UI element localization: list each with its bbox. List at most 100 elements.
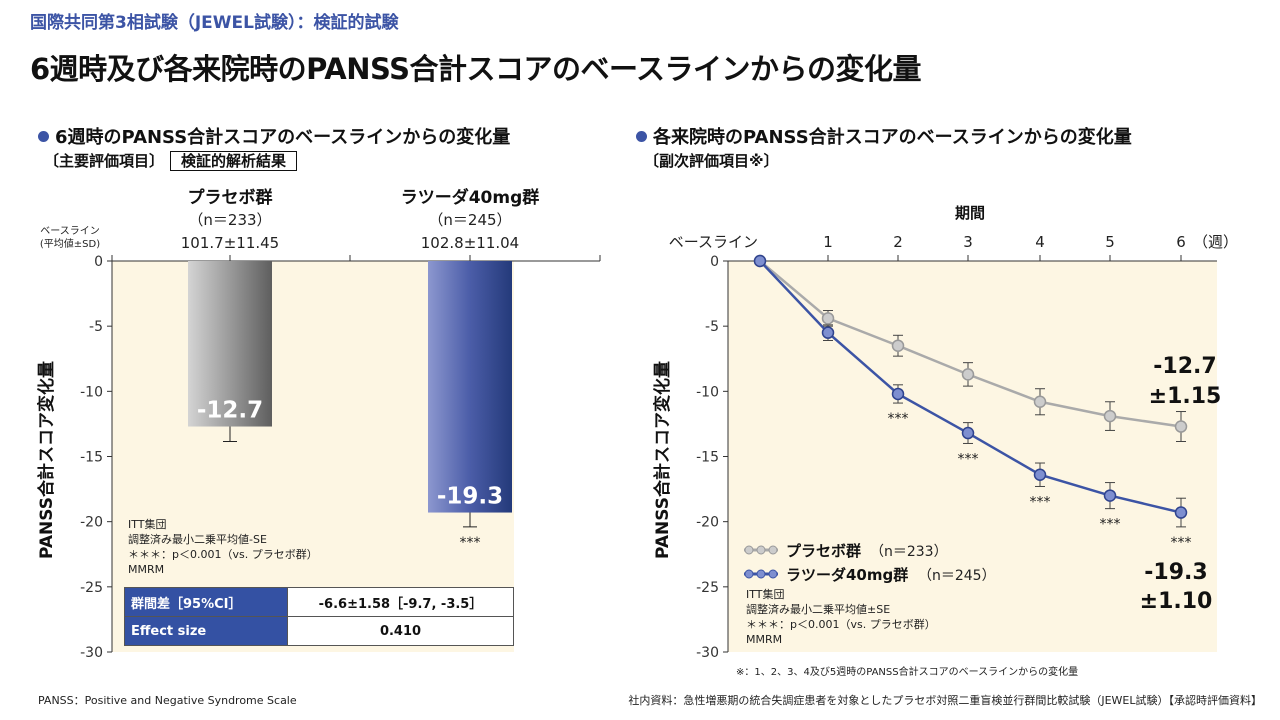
left-section-title-text: 6週時のPANSS合計スコアのベースラインからの変化量 — [55, 127, 511, 148]
note-line: 調整済み最小二乗平均値±SE — [746, 603, 891, 616]
series-line-0 — [759, 260, 1182, 428]
legend-latuda-marker — [768, 569, 778, 579]
right-section-title: 各来院時のPANSS合計スコアのベースラインからの変化量 — [636, 123, 1132, 149]
left-y-tick-label: -20 — [80, 515, 103, 531]
latuda-group-n: （n＝245） — [428, 211, 511, 229]
series-point-1 — [1174, 506, 1188, 519]
legend-latuda-n: （n＝245） — [918, 568, 996, 584]
latuda-end-se: ±1.10 — [1140, 589, 1213, 614]
right-notes: ITT集団 調整済み最小二乗平均値±SE ＊＊＊：p＜0.001（vs. プラセ… — [746, 587, 936, 647]
right-y-tick-label: -25 — [696, 580, 719, 596]
note-line: MMRM — [746, 633, 783, 646]
legend-latuda-label: ラツーダ40mg群 — [786, 566, 908, 584]
bar-value-label: -19.3 — [437, 484, 503, 510]
right-x-tick-label: 6 — [1176, 233, 1186, 251]
note-line: ITT集団 — [128, 518, 167, 531]
baseline-label-line1: ベースライン — [40, 225, 100, 237]
verification-badge: 検証的解析結果 — [170, 151, 298, 171]
bar-1 — [428, 261, 512, 513]
right-y-tick-label: -30 — [696, 645, 719, 661]
table-value-cell: -6.6±1.58［-9.7, -3.5］ — [287, 587, 514, 617]
page-title: 6週時及び各来院時のPANSS合計スコアのベースラインからの変化量 — [30, 52, 922, 86]
placebo-end-value: -12.7 — [1153, 354, 1216, 379]
note-line: MMRM — [128, 563, 165, 576]
left-notes: ITT集団 調整済み最小二乗平均値-SE ＊＊＊：p＜0.001（vs. プラセ… — [128, 517, 318, 577]
table-header-cell: 群間差［95%CI］ — [124, 587, 288, 617]
left-y-tick-label: -25 — [80, 580, 103, 596]
bullet-dot-icon — [38, 131, 49, 142]
left-section-title: 6週時のPANSS合計スコアのベースラインからの変化量 — [38, 123, 510, 149]
right-x-tick-label: ベースライン — [669, 233, 758, 251]
placebo-baseline-value: 101.7±11.45 — [181, 234, 279, 252]
legend-latuda-marker — [756, 569, 766, 579]
right-y-tick-label: -15 — [696, 450, 719, 466]
series-point-1 — [1103, 489, 1117, 502]
table-header-cell: Effect size — [124, 616, 288, 646]
footer-abbreviation: PANSS：Positive and Negative Syndrome Sca… — [38, 694, 297, 707]
placebo-end-se: ±1.15 — [1149, 384, 1222, 409]
latuda-group-name: ラツーダ40mg群 — [401, 187, 540, 208]
bullet-dot-icon — [636, 131, 647, 142]
legend-placebo-marker — [744, 545, 754, 555]
significance-label: *** — [1171, 535, 1192, 551]
note-line: 調整済み最小二乗平均値-SE — [128, 533, 267, 546]
series-point-1 — [1033, 468, 1047, 481]
left-y-tick-label: -15 — [80, 450, 103, 466]
right-x-tick-label: 3 — [963, 233, 973, 251]
baseline-label-line2: (平均値±SD) — [40, 237, 100, 250]
bar-value-label: -12.7 — [197, 398, 263, 424]
series-point-1 — [753, 254, 767, 268]
note-line: ITT集団 — [746, 588, 785, 601]
left-y-axis-label: PANSS合計スコア変化量 — [36, 361, 57, 559]
left-bar-chart: 0 -5 -10 -15 -20 -25 -30 -12.7 -19.3 *** PANSS合計… — [36, 187, 601, 661]
right-x-tick-label: 5 — [1105, 233, 1115, 251]
header-subtitle: 国際共同第3相試験（JEWEL試験）：検証的試験 — [30, 13, 399, 33]
table-row: Effect size 0.410 — [124, 616, 514, 646]
right-footnote: ※：1、2、3、4及び5週時のPANSS合計スコアのベースラインからの変化量 — [736, 667, 1079, 678]
left-y-tick-label: -5 — [89, 319, 103, 335]
series-point-0 — [961, 368, 975, 381]
significance-label: *** — [888, 411, 909, 427]
left-y-tick-label: 0 — [94, 254, 103, 270]
placebo-group-name: プラセボ群 — [188, 187, 273, 208]
right-y-axis-label: PANSS合計スコア変化量 — [652, 361, 673, 559]
series-point-1 — [961, 426, 975, 440]
right-y-tick-label: -10 — [696, 384, 719, 400]
right-section-title-text: 各来院時のPANSS合計スコアのベースラインからの変化量 — [653, 127, 1132, 148]
series-point-0 — [1174, 420, 1188, 433]
right-x-axis-title: 期間 — [955, 204, 985, 222]
left-subtitle-text: 〔主要評価項目〕 — [44, 152, 165, 170]
placebo-group-n: （n＝233） — [188, 211, 271, 229]
series-point-0 — [1033, 395, 1047, 409]
table-value-cell: 0.410 — [287, 616, 514, 646]
bar-0 — [188, 261, 272, 427]
right-section-subtitle: 〔副次評価項目※〕 — [644, 152, 779, 170]
footer-source: 社内資料：急性増悪期の統合失調症患者を対象としたプラセボ対照二重盲検並行群間比較… — [628, 694, 1262, 707]
left-y-tick-label: -30 — [80, 645, 103, 661]
right-y-tick-label: 0 — [710, 254, 719, 270]
significance-label: *** — [1030, 494, 1051, 510]
legend-placebo-marker — [768, 545, 778, 555]
table-row: 群間差［95%CI］ -6.6±1.58［-9.7, -3.5］ — [124, 587, 514, 617]
significance-label: *** — [460, 535, 481, 551]
legend-placebo-marker — [756, 545, 766, 555]
right-y-tick-label: -20 — [696, 515, 719, 531]
legend-latuda-marker — [744, 569, 754, 579]
right-x-tick-label: 1 — [823, 233, 833, 251]
significance-label: *** — [958, 451, 979, 467]
right-x-tick-label: 2 — [893, 233, 903, 251]
right-x-unit-label: （週） — [1193, 233, 1238, 251]
series-point-0 — [753, 254, 767, 268]
series-point-0 — [891, 339, 905, 352]
significance-label: *** — [1100, 517, 1121, 533]
series-point-1 — [891, 387, 905, 401]
series-line-1 — [759, 260, 1182, 514]
latuda-baseline-value: 102.8±11.04 — [421, 234, 519, 252]
note-line: ＊＊＊：p＜0.001（vs. プラセボ群） — [128, 548, 318, 561]
stats-table: 群間差［95%CI］ -6.6±1.58［-9.7, -3.5］ Effect … — [124, 587, 514, 646]
latuda-end-value: -19.3 — [1144, 560, 1207, 585]
left-y-tick-label: -10 — [80, 384, 103, 400]
note-line: ＊＊＊：p＜0.001（vs. プラセボ群） — [746, 618, 936, 631]
legend-placebo-label: プラセボ群 — [786, 542, 861, 560]
legend: プラセボ群 （n＝233） ラツーダ40mg群 （n＝245） — [744, 542, 996, 584]
